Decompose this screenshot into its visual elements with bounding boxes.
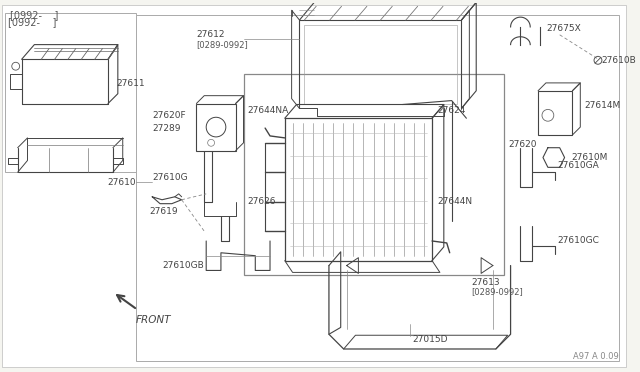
Text: [0992-    ]: [0992- ]	[8, 17, 56, 27]
Text: 27624: 27624	[437, 106, 465, 115]
Text: 27015D: 27015D	[412, 335, 448, 344]
Text: 27620: 27620	[509, 140, 537, 149]
Text: 27620F: 27620F	[152, 111, 186, 120]
Text: 27610G: 27610G	[152, 173, 188, 182]
Bar	[243, 74, 504, 275]
Text: 27610GB: 27610GB	[162, 261, 204, 270]
Bar	[136, 15, 619, 361]
Text: FRONT: FRONT	[136, 315, 171, 325]
Text: 27611: 27611	[116, 79, 145, 89]
Text: [0289-0992]: [0289-0992]	[196, 40, 248, 49]
Text: 27619: 27619	[149, 207, 178, 216]
Text: 27610: 27610	[107, 177, 136, 187]
Text: A97 A 0.09: A97 A 0.09	[573, 352, 619, 361]
Text: 27644NA: 27644NA	[248, 106, 289, 115]
Text: 27610GC: 27610GC	[557, 237, 600, 246]
Text: 27614M: 27614M	[584, 101, 620, 110]
Text: 27644N: 27644N	[437, 197, 472, 206]
Text: 27610M: 27610M	[572, 153, 608, 162]
Text: 27613: 27613	[471, 278, 500, 287]
Text: [0289-0992]: [0289-0992]	[471, 288, 523, 296]
Text: 27289: 27289	[152, 124, 180, 132]
Text: 27612: 27612	[196, 30, 225, 39]
Bar	[196, 103, 236, 151]
Bar	[538, 91, 572, 135]
Text: 27610GA: 27610GA	[557, 161, 600, 170]
Text: 27610B: 27610B	[601, 56, 636, 65]
Text: 27675X: 27675X	[546, 25, 580, 33]
Bar	[5, 13, 136, 172]
Text: [0992-    ]: [0992- ]	[10, 10, 58, 20]
Text: 27626: 27626	[248, 197, 276, 206]
